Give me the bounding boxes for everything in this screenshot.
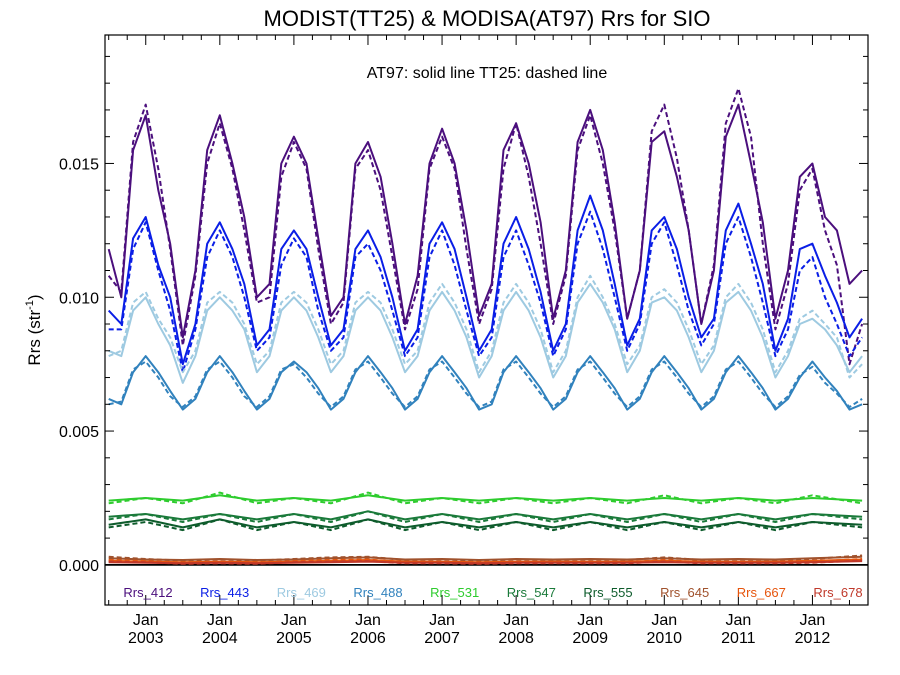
y-ticks: 0.000 0.005 0.010 0.015 [59, 55, 868, 575]
legend: Rrs_412 Rrs_443 Rrs_469 Rrs_488 Rrs_531 Rrs_5… [123, 585, 862, 600]
y-tick-label: 0.005 [59, 424, 99, 441]
series-rrs-412-tt25-line [107, 87, 864, 366]
x-tick-month: Jan [281, 612, 307, 629]
series-rrs-488-at97-line [108, 355, 863, 411]
legend-rrs-443: Rrs_443 [200, 585, 249, 600]
series-rrs-555-tt25-line [108, 518, 863, 532]
series-rrs-469-tt25-line [108, 274, 863, 379]
x-tick-year: 2006 [350, 630, 386, 647]
x-tick-month: Jan [503, 612, 529, 629]
y-tick-label: 0.015 [59, 156, 99, 173]
series-rrs-645-tt25-line [108, 554, 863, 562]
x-tick-month: Jan [577, 612, 603, 629]
x-tick-year: 2007 [424, 630, 460, 647]
x-tick-month: Jan [355, 612, 381, 629]
y-axis-label-text: Rrs (str [25, 310, 44, 366]
y-axis-label-end: ) [25, 294, 44, 300]
series-rrs-443-at97-line [107, 194, 863, 366]
x-tick-year: 2009 [572, 630, 608, 647]
plot-frame [104, 34, 869, 606]
x-tick-month: Jan [133, 612, 159, 629]
x-tick-year: 2010 [646, 630, 682, 647]
x-tick-month: Jan [651, 612, 677, 629]
series-rrs-469-at97-line [108, 282, 863, 384]
y-tick-label: 0.000 [59, 558, 99, 575]
series-lines [107, 87, 864, 565]
legend-rrs-667: Rrs_667 [737, 585, 786, 600]
y-axis-label-sup: -1 [24, 300, 36, 310]
legend-rrs-531: Rrs_531 [430, 585, 479, 600]
legend-rrs-555: Rrs_555 [583, 585, 632, 600]
legend-rrs-412: Rrs_412 [123, 585, 172, 600]
series-rrs-678-tt25-line [108, 559, 863, 565]
y-tick-label: 0.010 [59, 290, 99, 307]
svg-text:Rrs (str-1): Rrs (str-1) [24, 294, 44, 365]
x-tick-month: Jan [429, 612, 455, 629]
x-tick-month: Jan [725, 612, 751, 629]
x-tick-year: 2003 [128, 630, 164, 647]
x-tick-year: 2008 [498, 630, 534, 647]
x-tick-year: 2005 [276, 630, 312, 647]
series-rrs-488-tt25-line [108, 360, 863, 408]
y-axis-label: Rrs (str-1) [24, 294, 44, 365]
x-tick-month: Jan [800, 612, 826, 629]
legend-rrs-547: Rrs_547 [507, 585, 556, 600]
x-ticks: Jan2003Jan2004Jan2005Jan2006Jan2007Jan20… [108, 35, 869, 647]
series-rrs-443-tt25-line [108, 210, 863, 374]
x-tick-year: 2012 [795, 630, 831, 647]
legend-rrs-645: Rrs_645 [660, 585, 709, 600]
chart-annotation: AT97: solid line TT25: dashed line [367, 65, 608, 82]
plot-border [104, 34, 869, 606]
legend-rrs-678: Rrs_678 [813, 585, 862, 600]
x-tick-year: 2011 [721, 630, 756, 647]
series-rrs-547-tt25-line [108, 510, 863, 523]
series-rrs-531-tt25-line [108, 491, 863, 505]
series-rrs-531-at97-line [108, 494, 863, 502]
legend-rrs-488: Rrs_488 [353, 585, 402, 600]
x-tick-year: 2004 [202, 630, 238, 647]
chart-title: MODIST(TT25) & MODISA(AT97) Rrs for SIO [264, 6, 711, 31]
legend-rrs-469: Rrs_469 [277, 585, 326, 600]
series-rrs-412-at97-line [107, 103, 863, 339]
x-tick-month: Jan [207, 612, 233, 629]
